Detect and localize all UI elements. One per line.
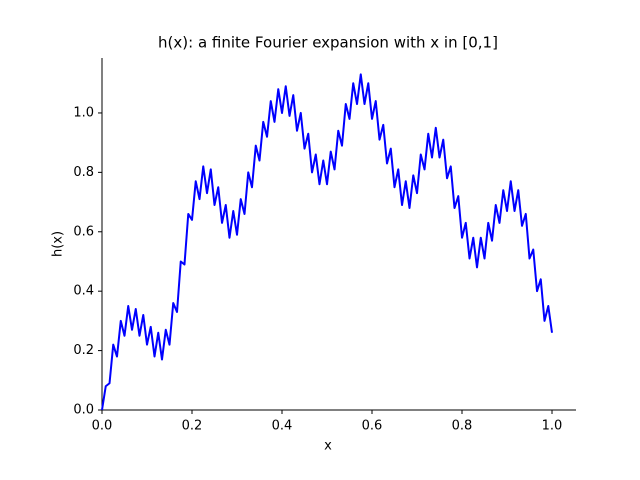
y-tick-label: 0.4 [73,284,94,299]
data-line [101,73,554,411]
x-tick-label: 0.6 [362,419,383,434]
y-tick-label: 0.6 [73,224,94,239]
x-tick-label: 0.0 [92,419,113,434]
y-tick-label: 1.0 [73,105,94,120]
y-axis-label: h(x) [51,231,66,257]
x-tick-label: 0.8 [452,419,473,434]
chart-title: h(x): a finite Fourier expansion with x … [158,34,498,52]
x-tick-label: 1.0 [542,419,563,434]
x-tick-label: 0.4 [272,419,293,434]
y-tick-label: 0.8 [73,165,94,180]
y-tick-label: 0.2 [73,343,94,358]
x-axis-label: x [324,439,332,454]
x-tick-label: 0.2 [182,419,203,434]
y-tick-label: 0.0 [73,403,94,418]
